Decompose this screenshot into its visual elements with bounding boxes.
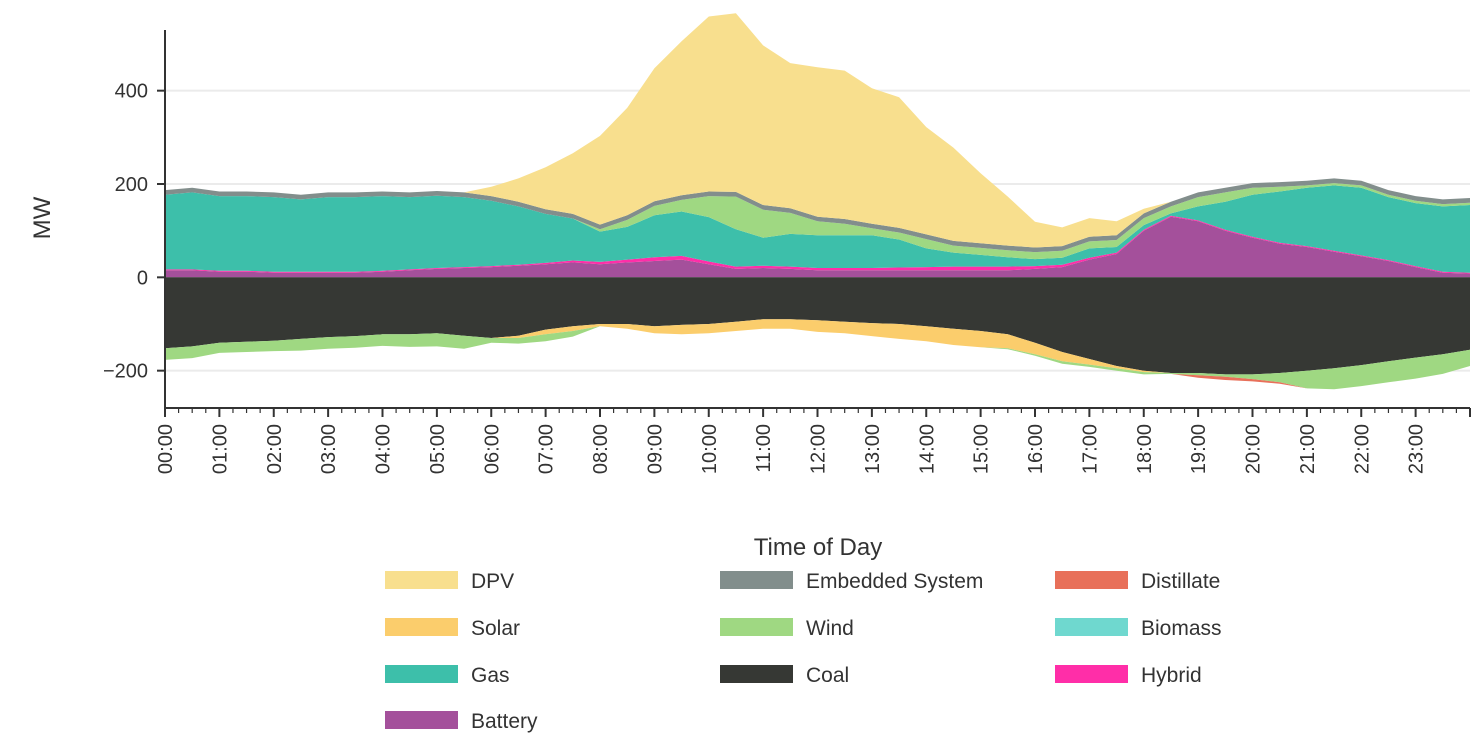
x-tick-label: 22:00 [1351, 424, 1373, 474]
x-tick-label: 18:00 [1134, 424, 1156, 474]
legend-label-hybrid: Hybrid [1141, 664, 1202, 687]
y-tick-label: 200 [115, 174, 148, 196]
axes: −200 0 200 400 00:00 01:00 02:00 03:00 04:00 05:0… [103, 30, 1471, 474]
legend-label-biomass: Biomass [1141, 617, 1222, 640]
x-tick-label: 21:00 [1297, 424, 1319, 474]
area-series-wind-negative [165, 326, 1470, 390]
legend-label-coal: Coal [806, 664, 849, 687]
x-tick-label: 05:00 [427, 424, 449, 474]
legend-swatch-solar [385, 618, 458, 636]
area-series-battery-positive [165, 216, 1470, 278]
x-tick-label: 19:00 [1188, 424, 1210, 474]
x-axis-title: Time of Day [754, 534, 882, 561]
legend-label-embedded-system: Embedded System [806, 570, 983, 593]
legend-label-wind: Wind [806, 617, 854, 640]
x-tick-label: 00:00 [155, 424, 177, 474]
x-tick-label: 23:00 [1406, 424, 1428, 474]
x-tick-label: 04:00 [373, 424, 395, 474]
x-tick-label: 14:00 [916, 424, 938, 474]
y-tick-label: 0 [137, 267, 148, 289]
legend-swatch-battery [385, 711, 458, 729]
legend-label-dpv: DPV [471, 570, 514, 593]
area-series-hybrid-positive [165, 215, 1470, 274]
area-series-dpv-positive [165, 13, 1470, 248]
y-tick-label: 400 [115, 81, 148, 103]
legend-swatch-gas [385, 665, 458, 683]
legend-label-battery: Battery [471, 710, 538, 733]
x-tick-label: 01:00 [209, 424, 231, 474]
legend-swatch-dpv [385, 571, 458, 589]
legend-swatch-embedded-system [720, 571, 793, 589]
x-tick-label: 03:00 [318, 424, 340, 474]
area-series-solar-negative [165, 319, 1470, 375]
area-series-embedded-system-positive [165, 178, 1470, 253]
x-tick-label: 17:00 [1079, 424, 1101, 474]
legend: DPV Embedded System Distillate Solar Wind Bio… [385, 570, 1222, 733]
x-tick-label: 20:00 [1243, 424, 1265, 474]
legend-swatch-hybrid [1055, 665, 1128, 683]
legend-label-solar: Solar [471, 617, 520, 640]
x-tick-label: 11:00 [753, 424, 775, 473]
area-series-gas-positive [165, 185, 1470, 273]
legend-label-distillate: Distillate [1141, 570, 1220, 593]
legend-swatch-biomass [1055, 618, 1128, 636]
legend-swatch-wind [720, 618, 793, 636]
x-tick-label: 12:00 [808, 424, 830, 474]
y-tick-label: −200 [103, 361, 148, 383]
x-tick-label: 07:00 [536, 424, 558, 474]
area-series-coal-negative [165, 277, 1470, 375]
y-axis-title: MW [29, 196, 56, 239]
x-tick-label: 15:00 [971, 424, 993, 474]
x-tick-label: 06:00 [481, 424, 503, 474]
plot-area [165, 13, 1470, 390]
legend-label-gas: Gas [471, 664, 510, 687]
x-tick-label: 16:00 [1025, 424, 1047, 474]
x-tick-label: 13:00 [862, 424, 884, 474]
x-tick-label: 10:00 [699, 424, 721, 474]
legend-swatch-coal [720, 665, 793, 683]
x-tick-label: 08:00 [590, 424, 612, 474]
x-tick-label: 09:00 [644, 424, 666, 474]
x-tick-label: 02:00 [264, 424, 286, 474]
legend-swatch-distillate [1055, 571, 1128, 589]
